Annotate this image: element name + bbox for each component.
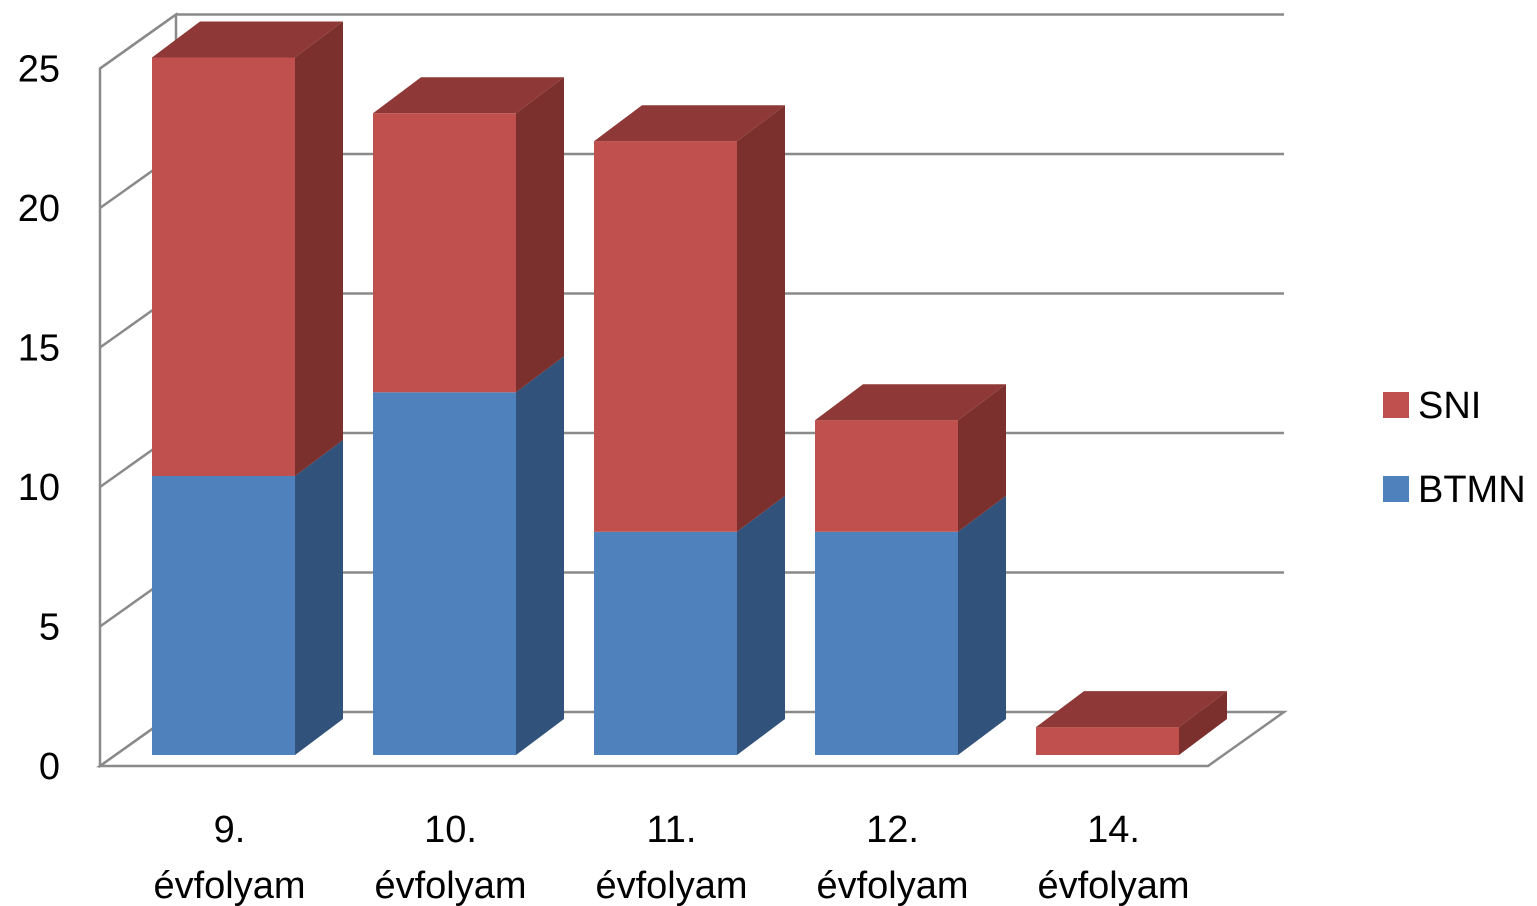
x-tick-label: 9. évfolyam xyxy=(153,809,305,906)
bar-side xyxy=(295,21,343,476)
bar-top xyxy=(594,105,785,142)
x-tick-label: 12. évfolyam xyxy=(816,809,968,906)
bar-btmn-3 xyxy=(594,495,785,755)
bar-side xyxy=(958,495,1006,755)
y-axis: 0 5 10 15 20 25 xyxy=(18,49,60,789)
bar-front xyxy=(373,113,516,393)
bar-sni-4 xyxy=(815,384,1006,532)
bar-group xyxy=(594,105,785,755)
bar-front xyxy=(594,141,737,532)
bar-front xyxy=(815,531,958,755)
bar-side xyxy=(295,440,343,755)
y-tick-label: 20 xyxy=(18,188,60,230)
bar-front xyxy=(152,57,295,476)
bar-side xyxy=(958,384,1006,532)
x-tick-label: 11. évfolyam xyxy=(595,809,747,906)
legend-swatch xyxy=(1383,392,1409,418)
bar-top xyxy=(1036,691,1227,728)
y-tick-label: 10 xyxy=(18,467,60,509)
bar-side xyxy=(1179,691,1227,755)
bar-sni-5 xyxy=(1036,691,1227,755)
legend-label: SNI xyxy=(1418,385,1481,427)
bars xyxy=(152,21,1227,755)
bar-group xyxy=(373,77,564,755)
bar-front xyxy=(373,392,516,755)
bar-sni-2 xyxy=(373,77,564,393)
legend: SNI BTMN xyxy=(1383,385,1526,511)
bar-front xyxy=(1036,727,1179,755)
gridline-side xyxy=(99,13,177,70)
bar-side xyxy=(737,495,785,755)
bar-top xyxy=(152,21,343,58)
x-tick-label: 10. évfolyam xyxy=(374,809,526,906)
bar-front xyxy=(594,531,737,755)
y-tick-label: 25 xyxy=(18,49,60,91)
legend-item-btmn: BTMN xyxy=(1383,469,1526,511)
bar-top xyxy=(815,384,1006,421)
bar-group xyxy=(815,384,1006,755)
bar-sni-1 xyxy=(152,21,343,476)
y-tick-label: 15 xyxy=(18,328,60,370)
bar-side xyxy=(516,356,564,755)
bar-group xyxy=(152,21,343,755)
bar-front xyxy=(152,476,295,755)
y-tick-label: 5 xyxy=(39,607,60,649)
bar-btmn-4 xyxy=(815,495,1006,755)
bar-side xyxy=(737,105,785,532)
bar-top xyxy=(373,77,564,114)
bar-group xyxy=(1036,691,1227,755)
x-axis: 9. évfolyam 10. évfolyam 11. évfolyam 12. évfol… xyxy=(153,809,1189,906)
bar-btmn-1 xyxy=(152,440,343,755)
legend-label: BTMN xyxy=(1418,469,1526,511)
x-tick-label: 14. évfolyam xyxy=(1037,809,1189,906)
bar-sni-3 xyxy=(594,105,785,532)
bar-btmn-2 xyxy=(373,356,564,755)
y-tick-label: 0 xyxy=(39,746,60,788)
bar-front xyxy=(815,420,958,532)
legend-item-sni: SNI xyxy=(1383,385,1481,427)
legend-swatch xyxy=(1383,476,1409,502)
bar-side xyxy=(516,77,564,393)
